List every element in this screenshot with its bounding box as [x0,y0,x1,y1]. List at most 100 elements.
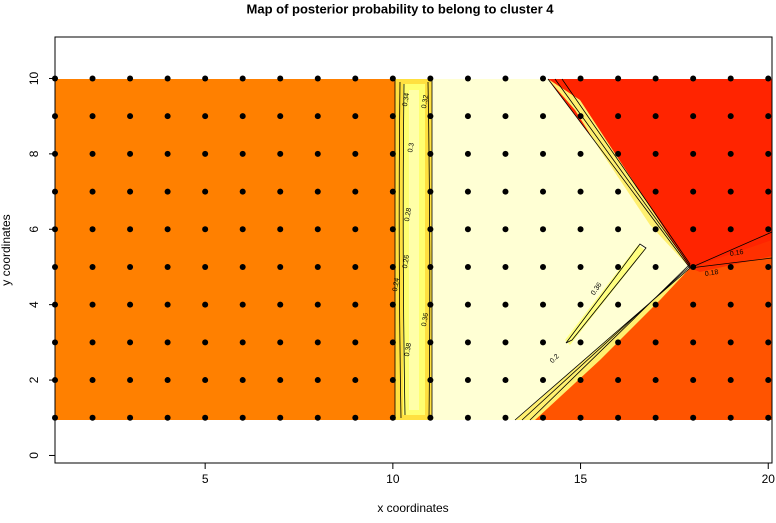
grid-point [202,301,209,308]
grid-point [502,301,509,308]
grid-point [277,301,284,308]
grid-point [427,339,434,346]
contours [394,78,773,421]
grid-point [690,263,697,270]
grid-point [615,226,622,233]
grid-point [577,188,584,195]
grid-point [389,339,396,346]
grid-point [464,301,471,308]
grid-point [127,414,134,421]
grid-point [352,150,359,157]
grid-point [389,75,396,82]
grid-point [427,113,434,120]
grid-point [277,377,284,384]
grid-point [427,75,434,82]
grid-point [202,75,209,82]
grid-point [727,263,734,270]
region [55,79,395,420]
grid-point [652,75,659,82]
region [432,79,690,420]
grid-point [164,339,171,346]
grid-point [577,263,584,270]
grid-point [765,414,772,421]
grid-point [52,113,58,120]
grid-point [464,377,471,384]
grid-point [652,113,659,120]
grid-point [277,75,284,82]
y-tick-label: 6 [27,226,41,233]
grid-point [164,188,171,195]
grid-point [89,339,96,346]
contour-label: 0.34 [402,92,411,107]
grid-point [127,339,134,346]
region [548,79,772,268]
grid-point [690,339,697,346]
grid-point [690,188,697,195]
grid-point [52,226,58,233]
region [565,245,645,345]
grid-point [127,226,134,233]
x-tick-label: 15 [574,472,588,486]
grid-point [389,377,396,384]
grid-point [314,113,321,120]
grid-point [52,301,58,308]
grid-point [502,113,509,120]
grid-point [127,377,134,384]
grid-point [540,377,547,384]
grid-point [577,226,584,233]
grid-point [202,188,209,195]
region [409,90,419,410]
contour-label: 0.24 [392,277,401,292]
grid-point [89,150,96,157]
grid-point [502,377,509,384]
contour-label: 0.3 [407,142,416,153]
grid-point [577,301,584,308]
grid-point [314,150,321,157]
grid-point [239,301,246,308]
grid-point [727,377,734,384]
grid-point [427,377,434,384]
grid-point [765,339,772,346]
grid-point [239,188,246,195]
grid-point [352,339,359,346]
grid-point [52,150,58,157]
contour-label: 0.38 [404,342,413,357]
contour-line [565,231,773,344]
grid-point [239,75,246,82]
x-tick-label: 20 [762,472,776,486]
grid-point [765,301,772,308]
y-tick-label: 8 [27,150,41,157]
grid-point [727,414,734,421]
grid-point [652,377,659,384]
grid-point [652,226,659,233]
grid-point [314,301,321,308]
grid-point [540,75,547,82]
grid-point [52,188,58,195]
grid-point [765,377,772,384]
grid-point [540,414,547,421]
grid-point [615,414,622,421]
grid-point [690,377,697,384]
contour-label: 0.32 [421,94,430,109]
grid-point [690,150,697,157]
grid-point [202,377,209,384]
y-tick-label: 0 [27,452,41,459]
grid-point [652,188,659,195]
grid-point [427,263,434,270]
contour-label: 0.16 [729,249,744,258]
grid-point [690,75,697,82]
grid-point [277,113,284,120]
plot-box [54,36,773,464]
grid-point [464,113,471,120]
grid-point [577,414,584,421]
grid-point [164,75,171,82]
grid-point [127,188,134,195]
grid-point [389,226,396,233]
grid-point [464,339,471,346]
grid-point [540,113,547,120]
grid-point [464,150,471,157]
grid-point [164,150,171,157]
grid-point [202,113,209,120]
grid-point [239,150,246,157]
y-axis-label: y coordinates [0,214,13,285]
